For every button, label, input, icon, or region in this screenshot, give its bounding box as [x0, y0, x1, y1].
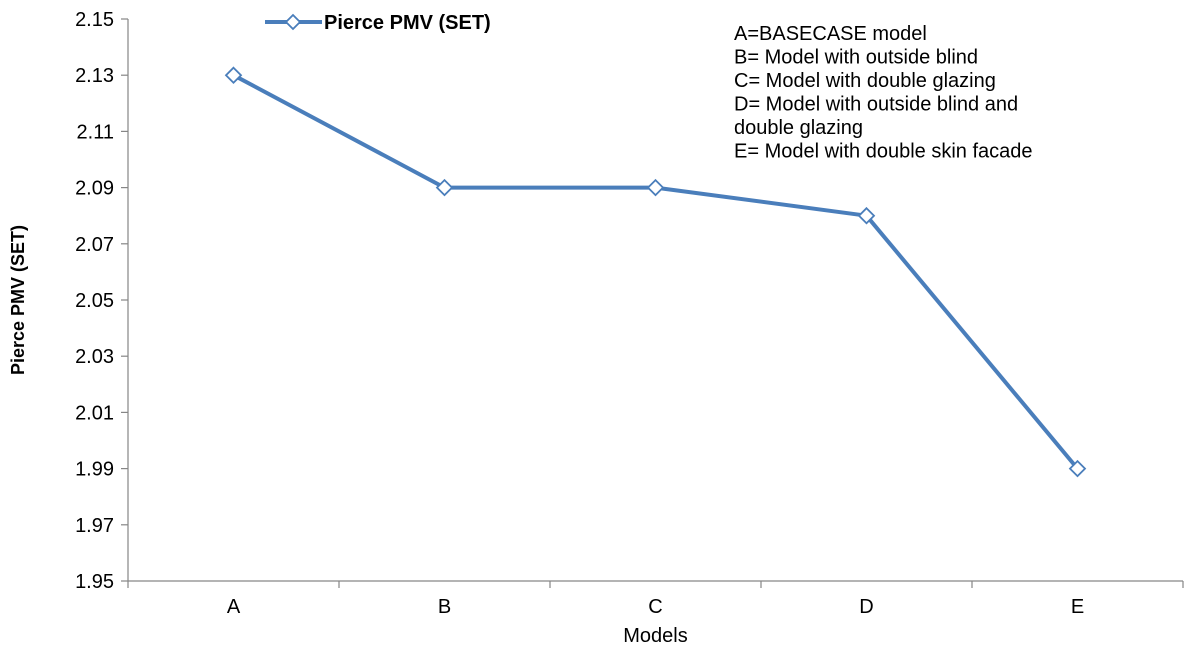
- model-key-annotation: A=BASECASE model B= Model with outside b…: [734, 23, 1033, 163]
- data-point-diamond: [857, 206, 876, 225]
- y-tick-label: 2.07: [75, 234, 114, 256]
- data-point-diamond: [646, 178, 665, 197]
- y-tick-label: 2.15: [75, 9, 114, 31]
- x-axis-ticks: A B C D E: [127, 581, 1184, 618]
- annotation-line: B= Model with outside blind: [734, 47, 978, 69]
- annotation-line: D= Model with outside blind and: [734, 94, 1018, 116]
- y-tick-label: 2.09: [75, 178, 114, 200]
- y-tick-label: 2.13: [75, 65, 114, 87]
- legend-diamond-marker: [284, 13, 302, 31]
- data-point-diamond: [1068, 459, 1087, 478]
- y-tick-label: 2.03: [75, 346, 114, 368]
- y-tick-label: 2.01: [75, 402, 114, 424]
- y-tick-label: 1.97: [75, 515, 114, 537]
- y-tick-label: 2.05: [75, 290, 114, 312]
- legend-label: Pierce PMV (SET): [324, 12, 491, 34]
- y-tick-label: 1.95: [75, 571, 114, 593]
- x-tick-label: C: [648, 596, 662, 618]
- y-axis-ticks: 1.95 1.97 1.99 2.01 2.03 2.05 2.07 2.09 2.11 2.13…: [75, 9, 128, 593]
- x-tick-label: A: [227, 596, 241, 618]
- annotation-line: A=BASECASE model: [734, 23, 927, 45]
- x-tick-label: D: [859, 596, 873, 618]
- annotation-line: double glazing: [734, 117, 863, 139]
- series-line: [232, 73, 1080, 470]
- data-point-diamond: [435, 178, 454, 197]
- x-tick-label: B: [438, 596, 451, 618]
- y-axis-title: Pierce PMV (SET): [8, 225, 28, 375]
- data-point-diamond: [224, 66, 243, 84]
- annotation-line: E= Model with double skin facade: [734, 141, 1033, 163]
- x-tick-label: E: [1071, 596, 1084, 618]
- x-axis-title: Models: [623, 625, 687, 647]
- y-tick-label: 2.11: [77, 121, 114, 143]
- annotation-line: C= Model with double glazing: [734, 70, 996, 92]
- y-tick-label: 1.99: [75, 459, 114, 481]
- legend: Pierce PMV (SET): [265, 12, 491, 34]
- series: [224, 66, 1087, 478]
